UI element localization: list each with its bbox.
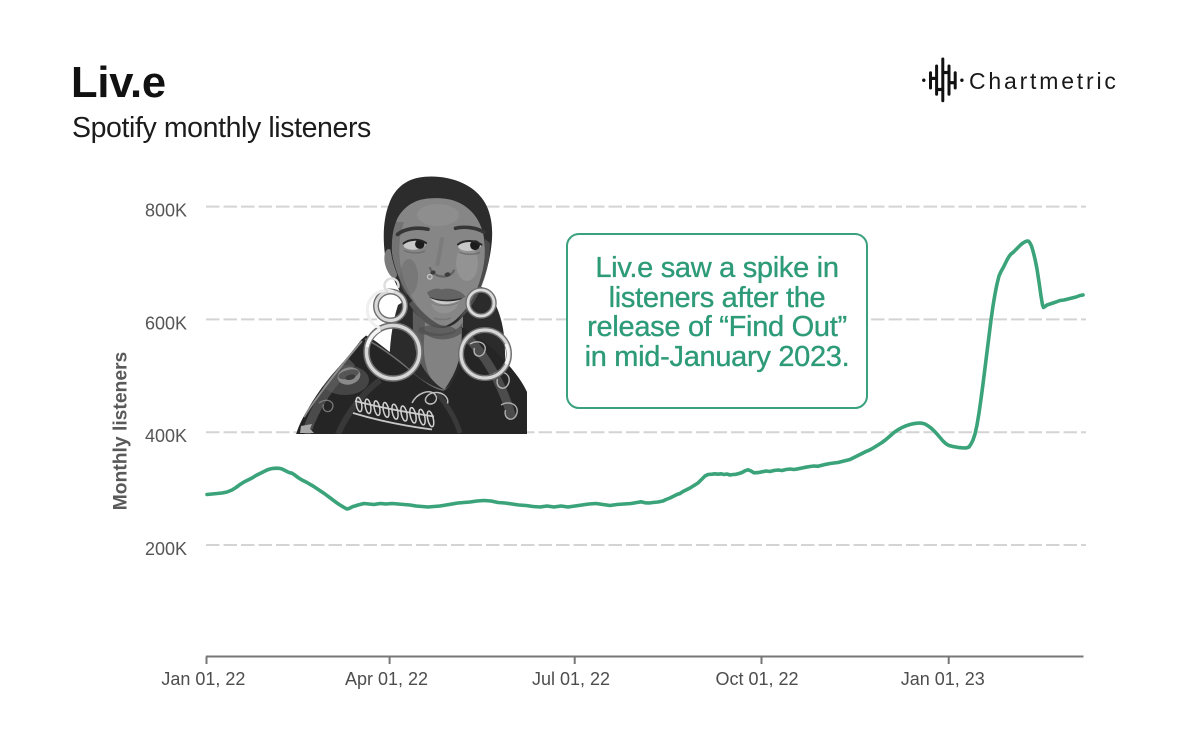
svg-text:Oct 01, 22: Oct 01, 22 (715, 669, 798, 689)
svg-text:Apr 01, 22: Apr 01, 22 (345, 669, 428, 689)
svg-text:200K: 200K (145, 539, 187, 559)
svg-text:Jan 01, 23: Jan 01, 23 (901, 669, 985, 689)
svg-text:800K: 800K (145, 201, 187, 221)
svg-text:Jan 01, 22: Jan 01, 22 (161, 669, 245, 689)
svg-text:Jul 01, 22: Jul 01, 22 (532, 669, 610, 689)
svg-text:Monthly listeners: Monthly listeners (111, 352, 132, 511)
svg-text:400K: 400K (145, 426, 187, 446)
svg-text:600K: 600K (145, 313, 187, 333)
